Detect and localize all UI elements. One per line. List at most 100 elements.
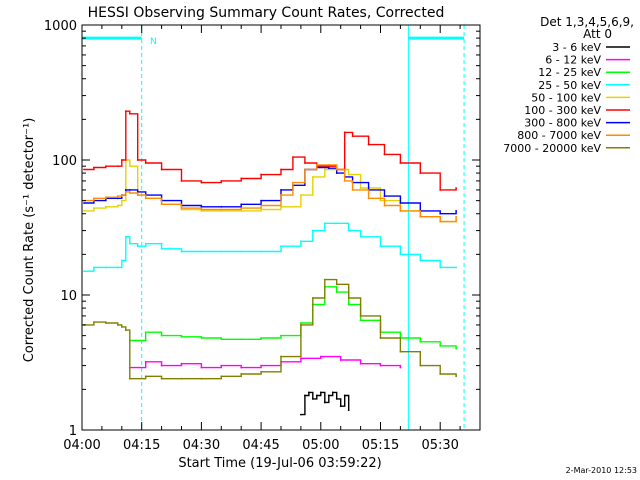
y-tick-label: 100 <box>52 154 77 169</box>
data-point <box>116 165 119 168</box>
data-point <box>200 208 203 211</box>
data-point <box>379 364 382 367</box>
data-point <box>359 362 362 365</box>
data-point <box>83 202 85 204</box>
data-point <box>180 377 183 380</box>
data-point <box>399 350 402 353</box>
data-point <box>367 143 370 146</box>
data-point <box>260 364 262 367</box>
data-point <box>144 242 147 245</box>
data-point <box>116 195 119 198</box>
legend-entry: 3 - 6 keV <box>552 41 630 54</box>
data-point <box>419 259 422 262</box>
data-point <box>303 168 306 171</box>
data-point <box>180 250 183 253</box>
data-point <box>331 391 334 394</box>
data-point <box>379 245 382 248</box>
axis-ticks <box>81 24 481 431</box>
x-tick-label: 04:45 <box>242 438 279 453</box>
plot-area: N <box>81 24 481 431</box>
legend-entry: 12 - 25 keV <box>538 66 630 79</box>
data-point <box>200 366 203 369</box>
data-point <box>359 235 362 238</box>
data-point <box>240 203 243 206</box>
data-point <box>200 181 203 184</box>
data-point <box>160 168 163 171</box>
data-point <box>359 319 362 322</box>
data-point <box>280 194 282 196</box>
data-point <box>327 165 330 168</box>
data-point <box>323 401 326 404</box>
data-point <box>439 373 442 375</box>
data-point <box>379 337 382 339</box>
data-point <box>128 112 131 115</box>
y-axis-label: Corrected Count Rate (s⁻¹ detector⁻¹) <box>22 118 37 363</box>
data-point <box>303 162 306 164</box>
data-point <box>200 337 203 339</box>
data-point <box>260 208 262 211</box>
data-point <box>359 315 362 317</box>
data-point <box>93 166 95 169</box>
data-point <box>439 220 442 223</box>
data-point <box>128 165 131 168</box>
timestamp: 2-Mar-2010 12:53 <box>566 466 637 475</box>
data-point <box>323 222 326 225</box>
data-point <box>439 344 442 347</box>
data-point <box>144 162 147 164</box>
data-point <box>455 215 458 218</box>
data-point <box>160 364 163 367</box>
series-line-6-12-kev <box>129 355 402 369</box>
data-point <box>120 194 123 196</box>
data-point <box>160 247 163 250</box>
data-point <box>292 156 294 159</box>
data-point <box>300 240 302 243</box>
data-point <box>383 204 386 207</box>
y-tick-labels: 1 10 100 1000 <box>44 19 77 439</box>
legend-label: 800 - 7000 keV <box>517 129 601 142</box>
data-point <box>220 205 223 208</box>
x-tick-labels: 04:00 04:15 04:30 04:45 05:00 05:15 05:30 <box>63 438 459 453</box>
data-point <box>300 322 302 324</box>
data-point <box>280 355 282 358</box>
data-point <box>439 189 442 191</box>
data-point <box>124 329 127 331</box>
data-point <box>319 391 322 394</box>
data-point <box>240 177 243 180</box>
data-point <box>280 245 282 248</box>
legend-label: 12 - 25 keV <box>538 66 601 79</box>
chart-title: HESSI Observing Summary Count Rates, Cor… <box>88 5 445 21</box>
y-tick-label: 1000 <box>44 19 77 34</box>
data-point <box>311 175 314 178</box>
data-point <box>335 222 338 225</box>
data-point <box>116 204 119 207</box>
data-point <box>128 242 131 245</box>
data-point <box>144 360 147 363</box>
data-point <box>240 366 243 369</box>
legend-label: 50 - 100 keV <box>531 91 601 104</box>
data-point <box>120 199 123 202</box>
y-tick-label: 1 <box>69 424 77 439</box>
data-point <box>399 202 402 204</box>
data-point <box>136 245 139 248</box>
data-point <box>144 375 147 378</box>
series-layer <box>83 110 458 416</box>
data-point <box>120 259 123 262</box>
data-point <box>311 397 314 400</box>
data-point <box>323 168 326 171</box>
data-point <box>240 373 243 375</box>
data-point <box>339 359 342 361</box>
data-point <box>124 235 127 238</box>
data-point <box>93 266 95 269</box>
data-point <box>240 207 243 210</box>
data-point <box>160 377 163 380</box>
data-point <box>220 338 223 341</box>
data-point <box>200 209 203 212</box>
data-point <box>180 362 183 365</box>
data-point <box>419 364 422 367</box>
legend-header-line1: Det 1,3,4,5,6,9, <box>540 15 634 29</box>
data-point <box>323 278 326 281</box>
data-point <box>399 162 402 164</box>
x-tick-label: 05:15 <box>362 438 399 453</box>
